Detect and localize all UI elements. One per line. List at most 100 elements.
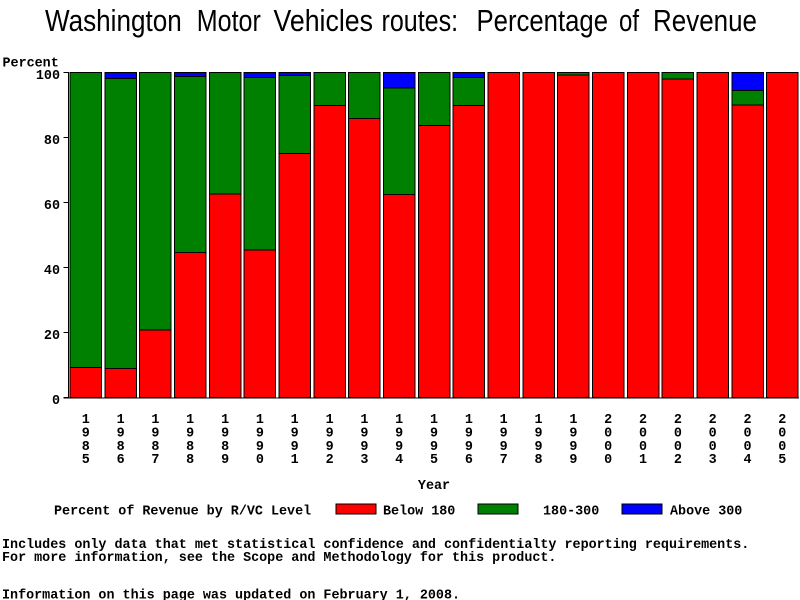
svg-text:0: 0: [709, 440, 717, 455]
svg-text:5: 5: [430, 453, 438, 468]
svg-text:0: 0: [256, 453, 264, 468]
svg-text:1: 1: [117, 413, 125, 428]
svg-text:9: 9: [569, 440, 577, 455]
svg-text:7: 7: [500, 453, 508, 468]
svg-text:2: 2: [778, 413, 786, 428]
svg-text:For more information, see the: For more information, see the Scope and …: [2, 551, 556, 566]
svg-text:Year: Year: [418, 479, 450, 494]
svg-text:Vehicles: Vehicles: [274, 3, 374, 38]
svg-text:Below 180: Below 180: [383, 505, 455, 520]
svg-text:1: 1: [291, 453, 299, 468]
svg-text:20: 20: [44, 329, 60, 344]
svg-text:9: 9: [569, 427, 577, 442]
svg-text:2: 2: [743, 413, 751, 428]
svg-text:1: 1: [291, 413, 299, 428]
svg-text:1: 1: [534, 413, 542, 428]
svg-text:Includes only data that met st: Includes only data that met statistical …: [2, 538, 749, 553]
svg-text:9: 9: [360, 427, 368, 442]
svg-text:0: 0: [52, 394, 60, 409]
svg-text:Information on this page was u: Information on this page was updated on …: [2, 588, 460, 600]
svg-text:0: 0: [604, 440, 612, 455]
svg-text:0: 0: [674, 427, 682, 442]
svg-text:9: 9: [430, 427, 438, 442]
svg-text:Revenue: Revenue: [653, 3, 757, 38]
svg-text:6: 6: [465, 453, 473, 468]
svg-text:3: 3: [709, 453, 717, 468]
svg-text:1: 1: [221, 413, 229, 428]
svg-text:9: 9: [186, 427, 194, 442]
svg-text:Percentage: Percentage: [477, 3, 609, 38]
svg-text:9: 9: [500, 440, 508, 455]
svg-text:1: 1: [500, 413, 508, 428]
svg-text:9: 9: [291, 440, 299, 455]
svg-text:0: 0: [778, 440, 786, 455]
svg-text:0: 0: [743, 440, 751, 455]
svg-text:5: 5: [778, 453, 786, 468]
svg-text:0: 0: [743, 427, 751, 442]
svg-text:Above 300: Above 300: [670, 505, 742, 520]
svg-text:7: 7: [151, 453, 159, 468]
svg-text:1: 1: [186, 413, 194, 428]
svg-text:2: 2: [639, 413, 647, 428]
svg-text:9: 9: [221, 427, 229, 442]
svg-text:Washington: Washington: [45, 3, 182, 38]
svg-text:Motor: Motor: [197, 3, 261, 38]
svg-text:8: 8: [117, 440, 125, 455]
svg-text:1: 1: [326, 413, 334, 428]
svg-text:9: 9: [430, 440, 438, 455]
svg-text:9: 9: [534, 440, 542, 455]
svg-text:1: 1: [639, 453, 647, 468]
svg-text:60: 60: [44, 199, 60, 214]
svg-text:0: 0: [709, 427, 717, 442]
svg-text:2: 2: [709, 413, 717, 428]
svg-text:9: 9: [117, 427, 125, 442]
svg-text:5: 5: [82, 453, 90, 468]
svg-text:1: 1: [569, 413, 577, 428]
svg-text:9: 9: [500, 427, 508, 442]
svg-text:9: 9: [395, 440, 403, 455]
svg-text:9: 9: [82, 427, 90, 442]
svg-text:4: 4: [395, 453, 403, 468]
svg-text:2: 2: [604, 413, 612, 428]
svg-text:8: 8: [221, 440, 229, 455]
svg-text:8: 8: [186, 453, 194, 468]
svg-text:1: 1: [465, 413, 473, 428]
svg-text:4: 4: [743, 453, 751, 468]
svg-text:9: 9: [569, 453, 577, 468]
svg-text:3: 3: [360, 453, 368, 468]
svg-text:6: 6: [117, 453, 125, 468]
svg-text:9: 9: [326, 440, 334, 455]
svg-text:9: 9: [291, 427, 299, 442]
svg-text:2: 2: [674, 453, 682, 468]
svg-text:40: 40: [44, 264, 60, 279]
svg-text:2: 2: [674, 413, 682, 428]
svg-text:Percent: Percent: [3, 56, 59, 71]
svg-text:100: 100: [36, 69, 60, 84]
svg-text:9: 9: [465, 427, 473, 442]
svg-text:8: 8: [151, 440, 159, 455]
svg-text:9: 9: [465, 440, 473, 455]
svg-text:0: 0: [639, 427, 647, 442]
svg-text:of: of: [619, 3, 639, 38]
svg-text:1: 1: [151, 413, 159, 428]
svg-text:0: 0: [639, 440, 647, 455]
svg-text:0: 0: [778, 427, 786, 442]
svg-text:8: 8: [82, 440, 90, 455]
svg-text:9: 9: [151, 427, 159, 442]
svg-text:1: 1: [360, 413, 368, 428]
svg-text:9: 9: [326, 427, 334, 442]
svg-text:8: 8: [186, 440, 194, 455]
svg-text:180-300: 180-300: [543, 505, 599, 520]
svg-text:9: 9: [360, 440, 368, 455]
svg-text:1: 1: [395, 413, 403, 428]
svg-text:9: 9: [256, 440, 264, 455]
svg-text:9: 9: [395, 427, 403, 442]
svg-text:1: 1: [256, 413, 264, 428]
svg-text:0: 0: [604, 427, 612, 442]
svg-text:8: 8: [534, 453, 542, 468]
svg-text:Percent of Revenue by R/VC Lev: Percent of Revenue by R/VC Level: [54, 505, 311, 520]
svg-text:0: 0: [604, 453, 612, 468]
svg-text:1: 1: [82, 413, 90, 428]
svg-text:1: 1: [430, 413, 438, 428]
svg-text:9: 9: [256, 427, 264, 442]
